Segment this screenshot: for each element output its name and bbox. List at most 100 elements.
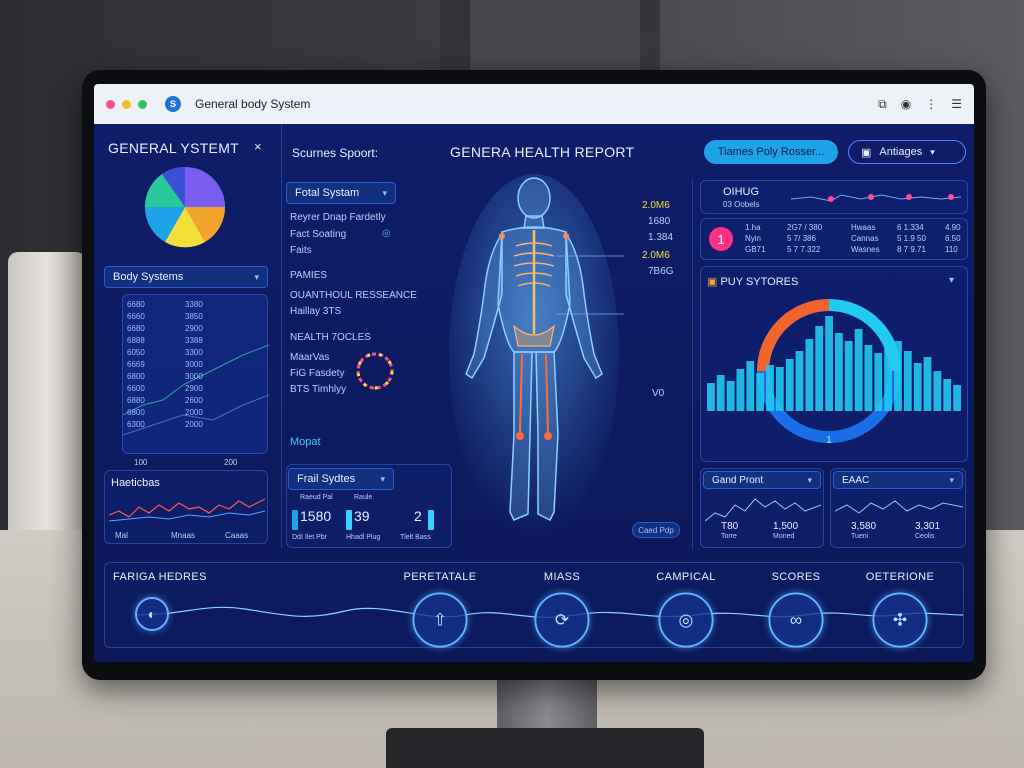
table-row: 6880 2600 xyxy=(127,395,225,407)
health-footer-2: Mnaas xyxy=(171,531,196,540)
card1-value-1: T80 xyxy=(721,521,739,532)
metric-cell: Wasnes xyxy=(851,245,880,254)
eaac-card: EAAC ▾ 3,580 3,301 Tueni Ceolis xyxy=(830,468,966,548)
annotation-4: 2.0M6 xyxy=(642,250,670,261)
table-cell: 2000 xyxy=(185,420,203,429)
fan-icon: ✣ xyxy=(892,610,908,630)
timeline-node[interactable]: ✣ xyxy=(872,592,928,648)
card2-value-1: 3,580 xyxy=(851,521,877,532)
maximize-window-button[interactable] xyxy=(138,99,147,109)
right-knee xyxy=(544,432,552,440)
screen: S General body System ⧉ ◉ ⋮ ☰ GENERAL YS… xyxy=(94,84,974,662)
fotal-system-dropdown[interactable]: Fotal Systam ▾ xyxy=(286,182,396,204)
chevron-down-icon[interactable]: ▾ xyxy=(949,275,955,286)
card2-value-2: 3,301 xyxy=(915,521,941,532)
chevron-down-icon: ▾ xyxy=(382,187,387,198)
toggle-icon[interactable]: ◎ xyxy=(382,228,391,239)
table-cell: 6600 xyxy=(127,384,145,393)
table-cell: 2000 xyxy=(185,408,203,417)
card2-line xyxy=(835,500,963,514)
monitor-stand xyxy=(497,672,597,732)
figure-pelvis xyxy=(513,324,555,347)
eaac-dropdown[interactable]: EAAC ▾ xyxy=(833,471,963,489)
frail-systems-dropdown[interactable]: Frail Sydtes ▾ xyxy=(288,468,394,490)
minimize-window-button[interactable] xyxy=(122,99,131,109)
histogram-bar xyxy=(825,316,833,411)
table-cell: 6888 xyxy=(127,336,145,345)
timeline-node[interactable]: ⟳ xyxy=(534,592,590,648)
caed-pdp-button[interactable]: Caed Pdp xyxy=(632,522,680,538)
mopat-link[interactable]: Mopat xyxy=(290,436,321,448)
arrow-up-icon: ⇧ xyxy=(432,610,448,630)
right-femur xyxy=(545,353,549,433)
metric-cell: Cannas xyxy=(851,234,879,243)
table-row: 6669 3000 xyxy=(127,359,225,371)
pie-slice-yellow xyxy=(165,207,205,248)
list3-item-2[interactable]: FiG Fasdety xyxy=(290,368,345,379)
annotation-5: 7B6G xyxy=(648,266,674,277)
speaker-cylinder xyxy=(8,252,86,532)
timeline-node-label: CAMPICAL xyxy=(656,571,716,583)
table-row: 6660 3850 xyxy=(127,311,225,323)
stat-bar xyxy=(292,510,298,530)
health-chart xyxy=(109,498,265,522)
list3-item-1[interactable]: MaarVas xyxy=(290,352,330,363)
overview-pie-chart xyxy=(144,166,226,248)
histogram-bar xyxy=(756,373,764,411)
histogram-bar xyxy=(835,333,843,411)
histogram-bar xyxy=(943,379,952,411)
metric-cell: 2G7 / 380 xyxy=(787,223,823,232)
menu-icon[interactable]: ☰ xyxy=(951,96,962,111)
list2-item-2[interactable]: Haillay 3TS xyxy=(290,306,342,317)
close-window-button[interactable] xyxy=(106,99,115,109)
bookmark-icon[interactable]: ⧉ xyxy=(878,96,887,111)
figure-right-arm xyxy=(565,231,603,380)
list1-item-1[interactable]: Reyrer Dnap Fardetly xyxy=(290,212,386,223)
histogram-bar xyxy=(953,385,961,411)
histogram-bar xyxy=(903,351,912,411)
notification-badge[interactable]: 1 xyxy=(709,227,733,251)
sidebar: GENERAL YSTEMT × Body Systems ▾ xyxy=(94,124,282,548)
grand-front-card: Gand Pront ▾ T80 1,500 Torre Moned xyxy=(700,468,824,548)
more-icon[interactable]: ⋮ xyxy=(925,96,938,111)
primary-action-button[interactable]: Tiames Poly Rosser... xyxy=(704,140,838,164)
close-sidebar-button[interactable]: × xyxy=(254,139,262,154)
section-health-tools: NEALTH 7OCLES xyxy=(290,332,371,343)
browser-chrome: S General body System ⧉ ◉ ⋮ ☰ xyxy=(94,84,974,124)
sidebar-title: GENERAL YSTEMT xyxy=(108,140,240,156)
table-row: 6600 2900 xyxy=(127,383,225,395)
list2-item-1[interactable]: OUANTHOUL RESSEANCE xyxy=(290,290,417,301)
timeline-node[interactable]: ∞ xyxy=(768,592,824,648)
chevron-down-icon: ▾ xyxy=(949,474,954,485)
record-icon[interactable]: ◉ xyxy=(900,96,912,111)
metric-cell: 5 7/ 386 xyxy=(787,234,816,243)
histogram-bar xyxy=(766,365,774,411)
table-cell: 6660 xyxy=(127,312,145,321)
timeline-node[interactable]: ◎ xyxy=(658,592,714,648)
signal-panel: OIHUG 03 Oobels xyxy=(700,180,968,214)
left-femur xyxy=(519,353,523,433)
right-divider xyxy=(692,180,693,550)
health-tools-ring xyxy=(356,352,394,390)
table-rows: 6680 3380 6660 3850 6680 2900 6888 3388 6050 3300… xyxy=(127,299,225,431)
list3-item-3[interactable]: BTS Timhlyy xyxy=(290,384,347,395)
list1-item-3[interactable]: Faits xyxy=(290,245,312,256)
timeline-start-node[interactable]: ◐ xyxy=(135,597,169,631)
stat-head: Raule xyxy=(354,494,373,501)
histogram-bar xyxy=(795,351,804,411)
health-chart-panel: Haeticbas Mal Mnaas Caaas xyxy=(104,470,268,544)
body-systems-dropdown[interactable]: Body Systems ▾ xyxy=(104,266,268,288)
ring-cyan-arc xyxy=(828,299,901,372)
list1-item-2[interactable]: Fact Soating xyxy=(290,229,347,240)
histogram-bar xyxy=(736,369,745,411)
timeline-node[interactable]: ⇧ xyxy=(412,592,468,648)
antiages-dropdown[interactable]: ▣ Antiages ▾ xyxy=(848,140,966,164)
table-cell: 6669 xyxy=(127,360,145,369)
table-row: 6800 2000 xyxy=(127,407,225,419)
stat-value: 1580 xyxy=(300,508,332,524)
table-cell: 6680 xyxy=(127,324,145,333)
table-cell: 2900 xyxy=(185,324,203,333)
grand-front-dropdown[interactable]: Gand Pront ▾ xyxy=(703,471,821,489)
body-systems-trend-line xyxy=(123,344,269,436)
chrome-toolbar: ⧉ ◉ ⋮ ☰ xyxy=(878,97,962,112)
